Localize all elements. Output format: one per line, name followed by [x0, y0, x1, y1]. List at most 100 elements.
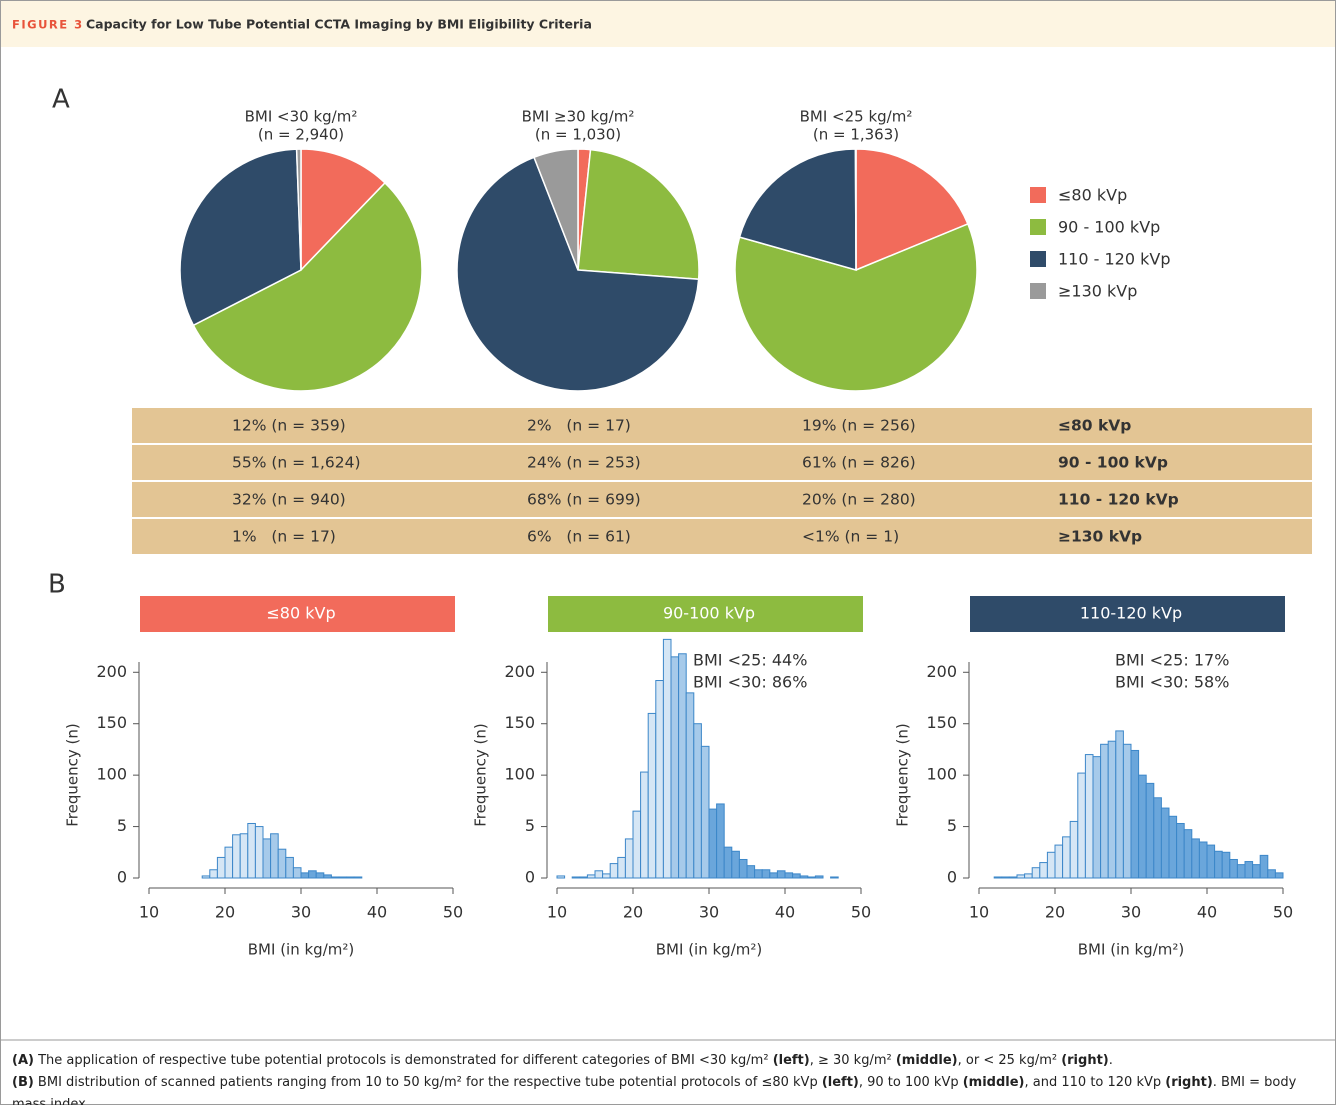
panel-title: 90-100 kVp — [663, 604, 755, 623]
histogram-bar — [247, 822, 256, 879]
histogram-bar — [594, 870, 604, 879]
x-tick-label: 20 — [215, 903, 235, 922]
panel-title: 110-120 kVp — [1080, 604, 1182, 623]
histogram-bar — [1008, 876, 1018, 879]
histogram-bar — [1145, 782, 1155, 879]
histogram-bar — [617, 856, 626, 879]
x-tick-label: 40 — [1197, 903, 1217, 922]
legend-label: ≤80 kVp — [1058, 186, 1127, 205]
legend-label: 90 - 100 kVp — [1058, 218, 1160, 237]
histogram-bar — [685, 692, 695, 879]
histogram-bar — [216, 856, 226, 879]
table-row-label: ≥130 kVp — [1058, 528, 1142, 546]
histogram-bar — [315, 872, 325, 879]
y-tick-label: 5 — [525, 816, 535, 835]
histogram-bar — [655, 680, 664, 879]
histogram-bar — [1160, 807, 1170, 879]
figure-title: Capacity for Low Tube Potential CCTA Ima… — [86, 17, 592, 32]
histogram-bar — [624, 838, 634, 879]
caption-text: , 90 to 100 kVp — [858, 1075, 963, 1090]
pie-subtitle: (n = 1,030) — [535, 126, 621, 144]
table-cell: <1% (n = 1) — [802, 528, 899, 546]
histogram-bar — [292, 867, 302, 879]
caption-text: (right) — [1061, 1053, 1109, 1068]
caption-text: (middle) — [962, 1075, 1025, 1090]
caption-paragraph: (B) BMI distribution of scanned patients… — [12, 1072, 1324, 1105]
histogram-bar — [776, 870, 786, 879]
table-cell: 6% (n = 61) — [527, 528, 631, 546]
histogram-bar — [1236, 864, 1246, 879]
histogram-bar — [761, 869, 771, 879]
x-tick-label: 20 — [1045, 903, 1065, 922]
table-cell: 12% (n = 359) — [232, 417, 346, 435]
annotation: BMI <25: 44% — [693, 651, 807, 670]
histogram-bar — [792, 873, 801, 879]
y-tick-label: 100 — [96, 765, 127, 784]
histogram-bar — [632, 810, 642, 879]
table-cell: 19% (n = 256) — [802, 417, 916, 435]
table-cell: 20% (n = 280) — [802, 491, 916, 509]
caption-text: (A) — [12, 1053, 34, 1068]
table-row — [132, 445, 1312, 480]
panel-header — [970, 596, 1285, 632]
pie-subtitle: (n = 2,940) — [258, 126, 344, 144]
y-tick-label: 5 — [117, 816, 127, 835]
figure-label: FIGURE 3 — [12, 18, 84, 32]
histogram-bar — [209, 869, 218, 879]
histogram-bar — [693, 723, 702, 879]
pie-slice — [738, 148, 857, 271]
histogram-bar — [556, 875, 566, 879]
caption-text: (left) — [821, 1075, 859, 1090]
histogram-bar — [1191, 838, 1200, 879]
histogram-bar — [1001, 876, 1010, 879]
legend-swatch — [1030, 187, 1046, 203]
y-axis-label: Frequency (n) — [894, 723, 912, 826]
histogram-bar — [1084, 754, 1094, 879]
histogram-bar — [239, 833, 249, 879]
x-axis-label: BMI (in kg/m²) — [1078, 941, 1184, 959]
caption-text: , or < 25 kg/m² — [957, 1053, 1062, 1068]
histogram-bar — [708, 808, 718, 879]
histogram-bar — [1024, 873, 1033, 879]
caption-text: BMI distribution of scanned patients ran… — [33, 1075, 822, 1090]
y-tick-label: 0 — [947, 868, 957, 887]
x-axis-label: BMI (in kg/m²) — [656, 941, 762, 959]
histogram-bar — [1100, 743, 1109, 879]
histogram-bar — [807, 876, 816, 879]
histogram-bar — [1267, 869, 1276, 879]
histogram-bar — [1153, 797, 1162, 879]
histogram-bar — [1229, 858, 1238, 879]
pie-title: BMI ≥30 kg/m² — [522, 108, 635, 126]
table-cell: 1% (n = 17) — [232, 528, 336, 546]
histogram-bar — [1274, 872, 1284, 879]
histogram-bar — [224, 846, 234, 879]
pie-slice — [734, 222, 978, 392]
pie-slice — [300, 148, 387, 272]
panel-label: A — [52, 85, 70, 115]
histogram-bar — [662, 638, 672, 879]
table-cell: 24% (n = 253) — [527, 454, 641, 472]
panel-header — [548, 596, 863, 632]
histogram-bar — [602, 873, 611, 879]
histogram-bar — [338, 876, 348, 879]
table-cell: 2% (n = 17) — [527, 417, 631, 435]
histogram-bar — [1168, 815, 1178, 879]
caption-paragraph: (A) The application of respective tube p… — [12, 1050, 1324, 1072]
caption-text: , ≥ 30 kg/m² — [809, 1053, 896, 1068]
histogram-bar — [640, 771, 649, 879]
annotation: BMI <30: 58% — [1115, 673, 1229, 692]
histogram-bar — [1221, 851, 1231, 879]
histogram-bar — [1077, 772, 1086, 879]
histogram-bar — [799, 875, 809, 879]
table-row-label: 90 - 100 kVp — [1058, 454, 1168, 472]
histogram-bar — [830, 876, 839, 879]
x-tick-label: 40 — [367, 903, 387, 922]
histogram-bar — [754, 869, 763, 879]
y-axis-label: Frequency (n) — [472, 723, 490, 826]
histogram-bar — [738, 858, 748, 879]
x-tick-label: 30 — [699, 903, 719, 922]
y-tick-label: 100 — [504, 765, 535, 784]
histogram-bar — [678, 653, 687, 879]
